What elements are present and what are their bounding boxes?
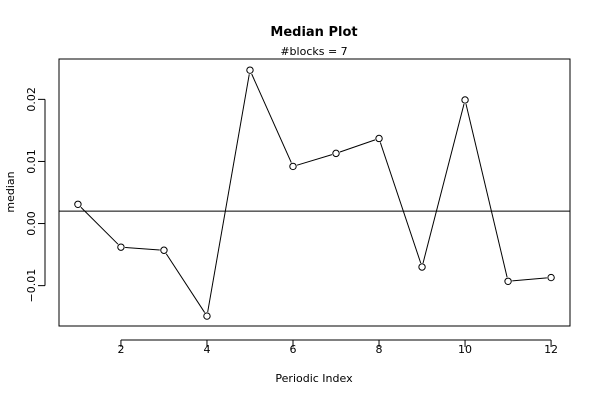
data-point xyxy=(375,134,383,143)
data-point xyxy=(289,162,297,171)
x-axis-label: Periodic Index xyxy=(275,372,353,385)
series-segment xyxy=(296,154,333,166)
data-point xyxy=(246,66,254,74)
series-segment xyxy=(80,206,119,245)
series-layer xyxy=(80,73,547,313)
data-point xyxy=(332,149,340,158)
chart-subtitle: #blocks = 7 xyxy=(280,45,347,58)
x-tick-label: 6 xyxy=(289,343,296,356)
y-tick-label: 0.01 xyxy=(25,149,38,174)
y-tick-label: 0.00 xyxy=(25,211,38,236)
data-point xyxy=(203,312,211,320)
series-segment xyxy=(251,73,292,163)
data-point xyxy=(74,200,82,208)
y-tick-label: −0.01 xyxy=(25,269,38,303)
x-tick-label: 2 xyxy=(117,343,124,356)
series-segment xyxy=(165,253,206,313)
y-axis-label: median xyxy=(4,171,17,212)
data-point xyxy=(547,273,555,282)
x-tick-label: 10 xyxy=(458,343,472,356)
x-tick-label: 4 xyxy=(203,343,210,356)
data-point xyxy=(461,96,469,104)
data-point xyxy=(160,246,168,254)
series-segment xyxy=(512,277,547,282)
axes-layer: 2 4 6 8 10 12 −0.01 0.00 0.01 0.02 xyxy=(25,87,558,356)
series-segment xyxy=(339,139,376,153)
series-segment xyxy=(379,142,422,264)
points-layer xyxy=(74,66,555,320)
data-point xyxy=(117,243,125,251)
chart-title: Median Plot xyxy=(270,25,357,40)
series-segment xyxy=(125,246,160,251)
y-tick-label: 0.02 xyxy=(25,87,38,112)
data-point xyxy=(418,263,426,271)
series-segment xyxy=(207,74,250,313)
series-segment xyxy=(422,103,465,264)
x-tick-label: 12 xyxy=(544,343,558,356)
data-point xyxy=(504,277,512,285)
plot-frame xyxy=(58,58,571,327)
x-tick-label: 8 xyxy=(376,343,383,356)
series-segment xyxy=(465,103,508,278)
